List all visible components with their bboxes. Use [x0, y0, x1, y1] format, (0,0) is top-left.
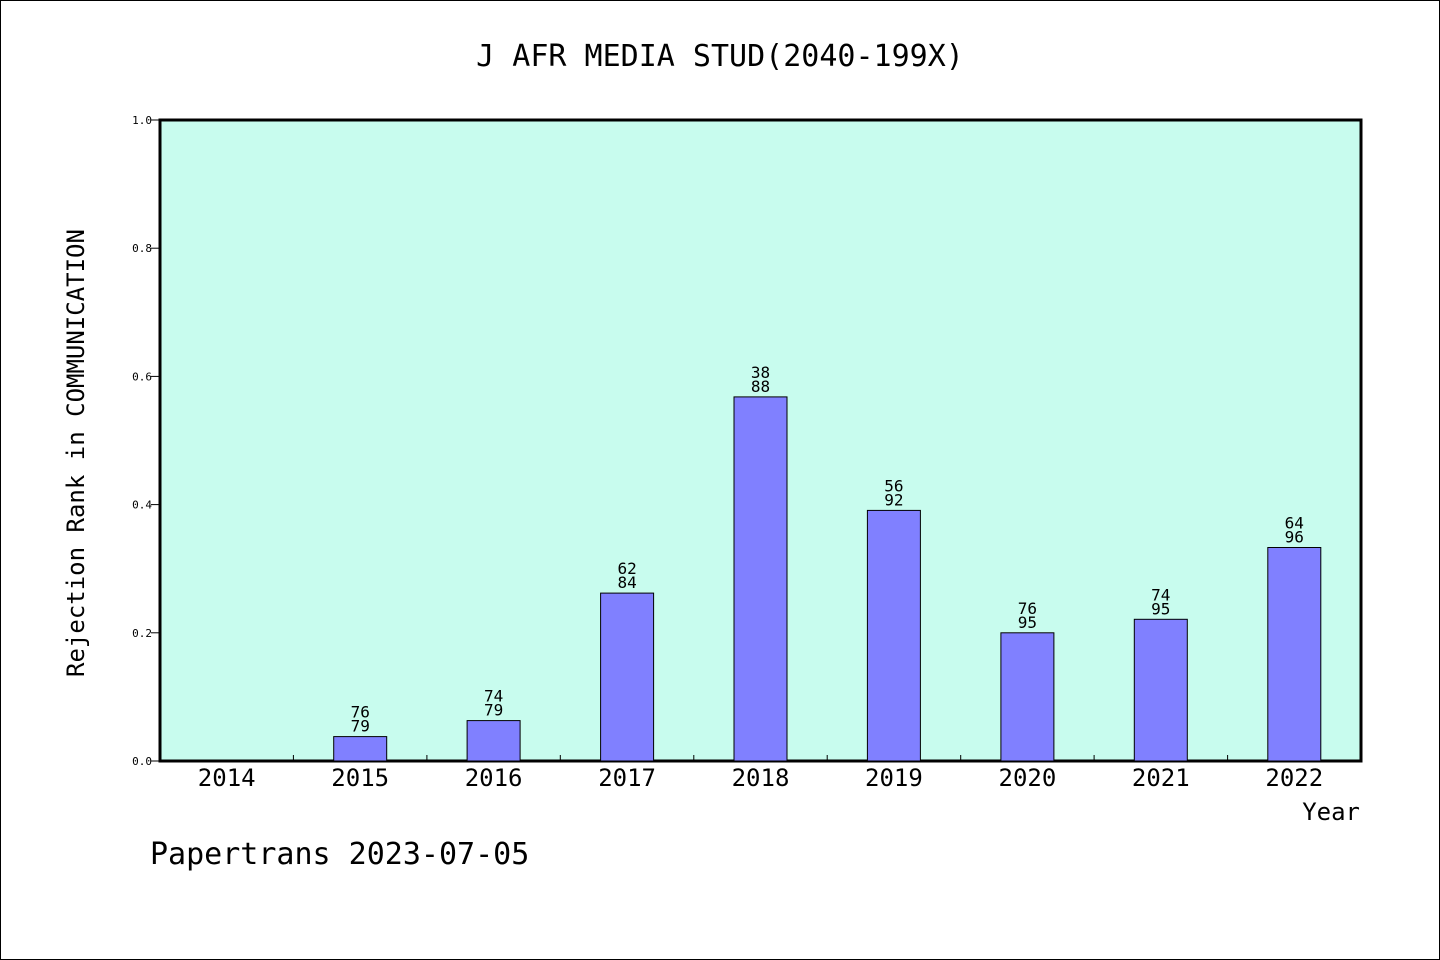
x-axis-label: Year	[1302, 798, 1360, 826]
footer-text: Papertrans 2023-07-05	[150, 837, 529, 872]
y-tick-label: 0.0	[132, 755, 152, 768]
bar-2015	[333, 736, 388, 762]
bar-label-top-2016: 74	[484, 687, 503, 706]
bar-label-bottom-2020: 95	[1018, 613, 1037, 632]
x-tick-label-2014: 2014	[198, 764, 256, 792]
x-tick-label-2017: 2017	[598, 764, 656, 792]
y-tick-label: 0.6	[132, 370, 152, 383]
y-tick-label: 0.4	[132, 499, 152, 512]
bar-label-bottom-2022: 96	[1285, 528, 1304, 547]
bar-2020	[1000, 632, 1055, 762]
bar-2018	[733, 396, 788, 762]
x-tick-label-2015: 2015	[331, 764, 389, 792]
x-tick-label-2018: 2018	[732, 764, 790, 792]
bars-layer	[333, 396, 1322, 762]
bar-label-bottom-2018: 88	[751, 377, 770, 396]
bar-label-top-2021: 74	[1151, 585, 1170, 604]
bar-label-bottom-2015: 79	[351, 717, 370, 736]
x-tick-label-2016: 2016	[465, 764, 523, 792]
y-tick-label: 0.8	[132, 242, 152, 255]
bar-2022	[1267, 547, 1322, 762]
bar-label-top-2015: 76	[351, 703, 370, 722]
bar-label-top-2018: 38	[751, 363, 770, 382]
labels-layer: 2014767920157479201662842017388820185692…	[132, 114, 1323, 792]
y-tick-label: 0.2	[132, 627, 152, 640]
x-tick-label-2022: 2022	[1265, 764, 1323, 792]
bar-2019	[866, 509, 921, 762]
bar-label-top-2022: 64	[1285, 514, 1304, 533]
x-tick-label-2019: 2019	[865, 764, 923, 792]
bar-label-bottom-2017: 84	[617, 573, 636, 592]
bar-label-top-2017: 62	[617, 559, 636, 578]
bar-2017	[600, 592, 655, 762]
chart-title: J AFR MEDIA STUD(2040-199X)	[476, 39, 964, 74]
bar-2021	[1133, 618, 1188, 762]
ticks-layer	[151, 119, 1229, 762]
bar-label-bottom-2016: 79	[484, 701, 503, 720]
bar-label-bottom-2021: 95	[1151, 599, 1170, 618]
bar-label-bottom-2019: 92	[884, 490, 903, 509]
bar-label-top-2020: 76	[1018, 599, 1037, 618]
x-tick-label-2021: 2021	[1132, 764, 1190, 792]
y-axis-label: Rejection Rank in COMMUNICATION	[62, 229, 90, 677]
x-tick-label-2020: 2020	[999, 764, 1057, 792]
y-tick-label: 1.0	[132, 114, 152, 127]
bar-2016	[466, 720, 521, 762]
bar-label-top-2019: 56	[884, 476, 903, 495]
